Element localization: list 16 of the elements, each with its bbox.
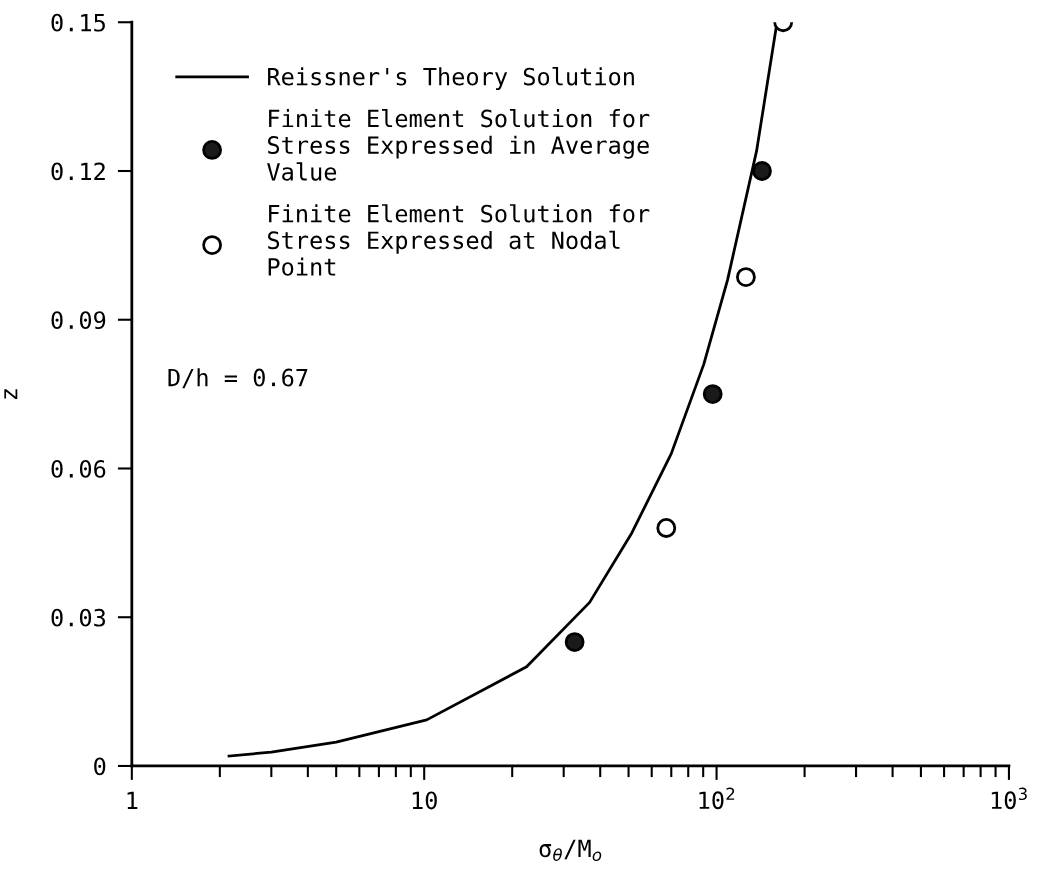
- x-tick-label: 10$^{2}$: [699, 787, 735, 810]
- annotation: D/h = 0.67: [168, 368, 308, 389]
- x-tick-label: 1: [127, 791, 138, 810]
- y-tick-label: 0.15: [51, 13, 105, 32]
- x-tick-label: 10$^{3}$: [991, 787, 1027, 810]
- y-tick-label: 0.09: [51, 311, 106, 330]
- x-tick-label: 10: [412, 791, 437, 810]
- x-axis-title: σ$_{θ}$/M$_{o}$: [539, 839, 602, 862]
- legend-label: Reissner's Theory Solution: [268, 67, 634, 91]
- y-axis-title: z: [4, 389, 18, 399]
- y-tick-label: 0.06: [51, 459, 106, 478]
- legend-label: Finite Element Solution for Stress Expressed at Nodal Point: [268, 204, 650, 276]
- y-tick-label: 0.12: [51, 162, 105, 181]
- y-tick-label: 0.03: [51, 608, 106, 627]
- y-tick-label: 0: [94, 757, 106, 776]
- legend-label: Finite Element Solution for Stress Expressed in Average Value: [267, 108, 650, 181]
